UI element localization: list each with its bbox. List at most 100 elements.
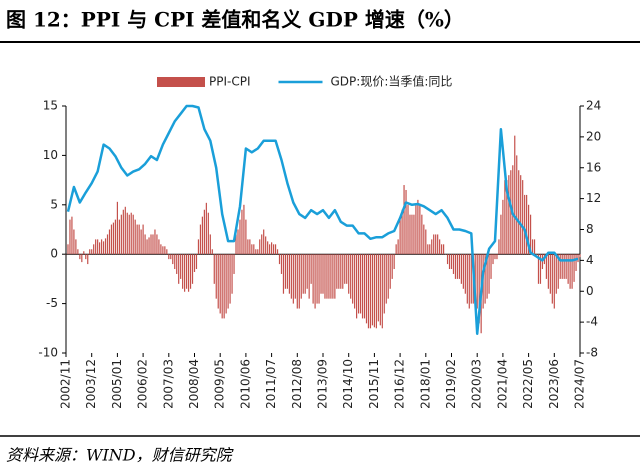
- bar: [528, 204, 530, 255]
- bar: [128, 214, 130, 255]
- bar: [357, 254, 360, 314]
- x-tick-label: 2008/04: [187, 359, 201, 409]
- x-tick-label: 2003/12: [84, 359, 98, 409]
- bar: [308, 254, 310, 299]
- y2-tick-label: 4: [586, 253, 594, 267]
- bar: [276, 249, 279, 255]
- bar: [476, 254, 478, 309]
- bar: [344, 254, 346, 284]
- bar: [423, 224, 425, 255]
- bar: [201, 216, 204, 255]
- bar: [326, 254, 328, 299]
- bar: [187, 254, 190, 292]
- bar: [233, 254, 235, 274]
- bar: [403, 185, 405, 255]
- bar: [529, 214, 532, 255]
- bar: [300, 254, 302, 299]
- bar: [332, 254, 334, 299]
- bar: [322, 254, 324, 294]
- bar: [421, 214, 423, 255]
- bar: [316, 254, 318, 304]
- bar: [452, 254, 455, 274]
- bar: [223, 254, 225, 319]
- bar: [399, 219, 401, 255]
- y-tick-label: -5: [46, 296, 58, 310]
- bar: [126, 212, 128, 255]
- bar: [537, 254, 540, 284]
- y2-tick-label: 8: [586, 222, 594, 236]
- y2-tick-label: 20: [586, 129, 601, 143]
- bar: [274, 244, 277, 255]
- bar: [302, 254, 304, 294]
- bar: [391, 254, 393, 279]
- bar: [225, 254, 227, 314]
- bar: [272, 244, 275, 255]
- bar: [407, 204, 409, 255]
- bar: [510, 170, 512, 255]
- bar: [81, 254, 83, 263]
- bar: [286, 254, 289, 289]
- x-tick-label: 2015/11: [367, 359, 381, 409]
- bar: [83, 251, 85, 255]
- bar: [387, 254, 389, 299]
- bar: [369, 254, 372, 329]
- bar: [77, 249, 79, 255]
- bar: [146, 239, 148, 255]
- bar: [298, 254, 300, 309]
- bar: [395, 244, 397, 255]
- bar: [409, 214, 411, 255]
- bar: [350, 254, 352, 299]
- x-tick-label: 2024/07: [573, 359, 587, 409]
- bar: [524, 194, 526, 255]
- bar: [553, 254, 555, 309]
- y2-tick-label: -4: [586, 315, 598, 329]
- bar: [498, 239, 500, 255]
- bar: [359, 254, 362, 314]
- bar: [154, 229, 156, 255]
- bar: [267, 241, 269, 255]
- bar: [249, 239, 251, 255]
- bar: [144, 234, 146, 255]
- bar: [557, 254, 559, 289]
- bar: [164, 246, 166, 255]
- bar: [229, 254, 231, 304]
- line: [66, 104, 579, 335]
- bar: [79, 254, 81, 260]
- bar: [174, 254, 176, 270]
- bar: [411, 214, 413, 255]
- bar: [488, 254, 490, 294]
- bar: [215, 254, 217, 299]
- bar: [363, 254, 366, 319]
- bar: [106, 234, 109, 255]
- bar: [71, 216, 73, 255]
- bar: [579, 254, 581, 258]
- bar: [435, 234, 437, 255]
- bar: [162, 246, 164, 255]
- bar: [168, 254, 170, 260]
- bar: [221, 254, 223, 319]
- bar: [470, 254, 472, 304]
- bar: [156, 234, 158, 255]
- bar: [237, 229, 239, 255]
- bar: [199, 224, 202, 255]
- bar: [227, 254, 229, 309]
- bar: [381, 254, 383, 329]
- bar: [310, 254, 312, 284]
- bar: [304, 254, 306, 294]
- bar: [152, 234, 154, 255]
- bar: [571, 254, 573, 289]
- bar: [365, 254, 368, 324]
- bar: [185, 254, 188, 289]
- bar: [526, 194, 528, 255]
- x-tick-label: 2006/02: [136, 359, 150, 409]
- bar: [466, 254, 468, 304]
- bar: [506, 180, 508, 255]
- x-tick-label: 2014/10: [341, 359, 355, 409]
- bar: [464, 254, 466, 294]
- bar: [425, 229, 427, 255]
- bar: [243, 204, 245, 255]
- bar: [245, 219, 247, 255]
- bar: [134, 219, 136, 255]
- bar: [555, 254, 557, 294]
